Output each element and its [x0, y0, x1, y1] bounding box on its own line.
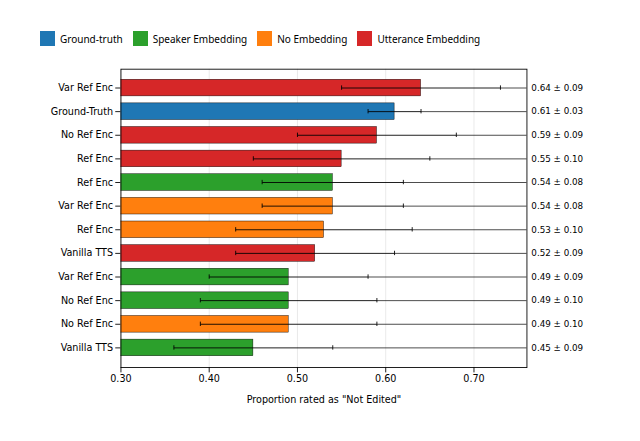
svg-text:0.61 ± 0.03: 0.61 ± 0.03	[531, 106, 583, 116]
svg-text:0.49 ± 0.09: 0.49 ± 0.09	[531, 272, 583, 282]
svg-text:0.49 ± 0.10: 0.49 ± 0.10	[531, 295, 583, 305]
svg-text:0.60: 0.60	[375, 373, 396, 384]
svg-text:Var Ref Enc: Var Ref Enc	[58, 82, 113, 93]
html-text:Ground-truth: Ground-truth	[60, 31, 123, 46]
svg-text:Proportion rated as "Not Edite: Proportion rated as "Not Edited"	[247, 394, 402, 405]
html-text:Utterance Embedding: Utterance Embedding	[377, 31, 481, 46]
svg-text:0.64 ± 0.09: 0.64 ± 0.09	[531, 83, 583, 93]
svg-text:0.50: 0.50	[287, 373, 308, 384]
svg-text:0.54 ± 0.08: 0.54 ± 0.08	[531, 201, 583, 211]
svg-text:0.55 ± 0.10: 0.55 ± 0.10	[531, 154, 583, 164]
svg-text:0.59 ± 0.09: 0.59 ± 0.09	[531, 130, 583, 140]
svg-text:0.30: 0.30	[110, 373, 131, 384]
svg-text:0.53 ± 0.10: 0.53 ± 0.10	[531, 225, 583, 235]
svg-text:Ref Enc: Ref Enc	[77, 177, 113, 188]
svg-text:0.70: 0.70	[463, 373, 484, 384]
svg-text:Vanilla TTS: Vanilla TTS	[61, 342, 113, 353]
svg-text:Ref Enc: Ref Enc	[77, 224, 113, 235]
svg-text:0.45 ± 0.09: 0.45 ± 0.09	[531, 343, 583, 353]
svg-text:Vanilla TTS: Vanilla TTS	[61, 247, 113, 258]
svg-text:No Ref Enc: No Ref Enc	[61, 295, 113, 306]
svg-text:0.49 ± 0.10: 0.49 ± 0.10	[531, 319, 583, 329]
svg-text:Ground-Truth: Ground-Truth	[51, 106, 113, 117]
html-text:No Embedding: No Embedding	[277, 31, 348, 46]
svg-text:Ref Enc: Ref Enc	[77, 153, 113, 164]
svg-text:Var Ref Enc: Var Ref Enc	[58, 271, 113, 282]
html-text:Speaker Embedding: Speaker Embedding	[152, 31, 248, 46]
svg-text:No Ref Enc: No Ref Enc	[61, 318, 113, 329]
svg-text:Var Ref Enc: Var Ref Enc	[58, 200, 113, 211]
svg-text:0.52 ± 0.09: 0.52 ± 0.09	[531, 248, 583, 258]
svg-text:0.54 ± 0.08: 0.54 ± 0.08	[531, 177, 583, 187]
svg-text:0.40: 0.40	[198, 373, 219, 384]
svg-text:No Ref Enc: No Ref Enc	[61, 129, 113, 140]
